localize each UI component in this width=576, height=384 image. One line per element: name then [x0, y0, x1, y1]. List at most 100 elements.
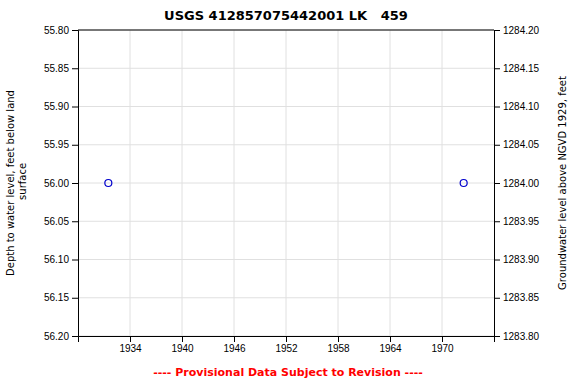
tick: 1283.95 [494, 216, 540, 227]
tick: 56.10 [44, 254, 78, 265]
tick-mark [390, 336, 391, 342]
plot-area: 193419401946195219581964197055.8055.8555… [44, 25, 540, 354]
tick: 1970 [431, 336, 454, 354]
tick: 55.90 [44, 101, 78, 112]
y2-axis-label: Groundwater level above NGVD 1929, feet [557, 76, 568, 290]
tick-mark [494, 30, 500, 31]
tick: 56.15 [44, 292, 78, 303]
grid-line-y [78, 183, 494, 184]
grid-line-y [78, 106, 494, 107]
tick-label: 1934 [119, 343, 142, 354]
grid-line-y [78, 221, 494, 222]
tick-mark [72, 336, 78, 337]
tick-mark [72, 183, 78, 184]
point [105, 180, 112, 187]
tick-label: 55.85 [44, 63, 69, 74]
tick-mark [130, 336, 131, 342]
tick: 1284.20 [494, 25, 540, 36]
tick-label: 1283.90 [503, 254, 540, 265]
tick: 1283.85 [494, 292, 540, 303]
tick-label: 55.90 [44, 101, 69, 112]
frame-top [78, 30, 494, 31]
tick-label: 1283.95 [503, 216, 540, 227]
tick-mark [442, 336, 443, 342]
tick-label: 1284.05 [503, 139, 540, 150]
tick: 56.20 [44, 331, 78, 342]
tick-mark [494, 221, 500, 222]
tick-mark [494, 145, 500, 146]
tick-mark [494, 183, 500, 184]
title: USGS 412857075442001 LK 459 [164, 8, 408, 23]
tick: 55.80 [44, 25, 78, 36]
tick: 1934 [119, 336, 142, 354]
chart-container: 193419401946195219581964197055.8055.8555… [0, 0, 576, 384]
tick: 1940 [171, 336, 194, 354]
tick-mark [72, 30, 78, 31]
tick: 1958 [327, 336, 350, 354]
tick-label: 55.80 [44, 25, 69, 36]
tick-label: 56.10 [44, 254, 69, 265]
tick-mark [494, 298, 500, 299]
grid-line-y [78, 144, 494, 145]
tick-label: 1958 [327, 343, 350, 354]
tick-label: 1284.15 [503, 63, 540, 74]
tick-label: 1964 [379, 343, 402, 354]
tick-label: 1283.80 [503, 331, 540, 342]
tick-label: 1952 [275, 343, 298, 354]
tick-mark [494, 107, 500, 108]
grid-line-y [78, 30, 494, 31]
grid-line-y [78, 297, 494, 298]
grid-line-y [78, 68, 494, 69]
tick: 1284.00 [494, 178, 540, 189]
tick: 55.95 [44, 139, 78, 150]
tick-label: 55.95 [44, 139, 69, 150]
tick: 1284.10 [494, 101, 540, 112]
tick: 1283.90 [494, 254, 540, 265]
tick-label: 1284.10 [503, 101, 540, 112]
tick-mark [494, 260, 500, 261]
tick: 56.00 [44, 178, 78, 189]
tick-label: 1970 [431, 343, 454, 354]
grid [78, 30, 494, 336]
y2-axis: 1284.20 1284.15 1284.10 1284.05 1284.00 1283.… [494, 25, 540, 342]
tick-label: 56.15 [44, 292, 69, 303]
tick-mark [338, 336, 339, 342]
y-axis: 55.80 55.85 55.90 55.95 56.00 56.05 56.10 56.15… [44, 25, 79, 342]
tick: 56.05 [44, 216, 78, 227]
tick-mark [494, 336, 500, 337]
tick-label: 1284.20 [503, 25, 540, 36]
points [105, 180, 467, 187]
tick-label: 56.05 [44, 216, 69, 227]
tick-label: 1946 [223, 343, 246, 354]
tick-mark [234, 336, 235, 342]
tick-mark [286, 336, 287, 342]
tick-mark [72, 298, 78, 299]
tick-mark [72, 107, 78, 108]
point [460, 180, 467, 187]
tick-label: 1283.85 [503, 292, 540, 303]
tick-mark [72, 260, 78, 261]
tick-mark [72, 145, 78, 146]
axis-line [72, 31, 79, 337]
tick-label: 56.20 [44, 331, 69, 342]
tick-mark [72, 68, 78, 69]
tick: 55.85 [44, 63, 78, 74]
tick: 1946 [223, 336, 246, 354]
tick-mark [494, 68, 500, 69]
tick: 1952 [275, 336, 298, 354]
tick-mark [182, 336, 183, 342]
axis-line [79, 337, 495, 343]
tick: 1964 [379, 336, 402, 354]
axis-line [495, 31, 501, 337]
grid-line-y [78, 259, 494, 260]
chart-svg: 193419401946195219581964197055.8055.8555… [0, 0, 576, 384]
tick: 1284.05 [494, 139, 540, 150]
tick-label: 56.00 [44, 178, 69, 189]
y-axis-label: Depth to water level, feet below land su… [5, 90, 28, 276]
tick-label: 1284.00 [503, 178, 540, 189]
tick: 1283.80 [494, 331, 540, 342]
annotation: ---- Provisional Data Subject to Revisio… [153, 366, 423, 379]
x-axis: 1934 1940 1946 1952 1958 1964 1970 [79, 336, 495, 354]
tick: 1284.15 [494, 63, 540, 74]
tick-mark [72, 221, 78, 222]
